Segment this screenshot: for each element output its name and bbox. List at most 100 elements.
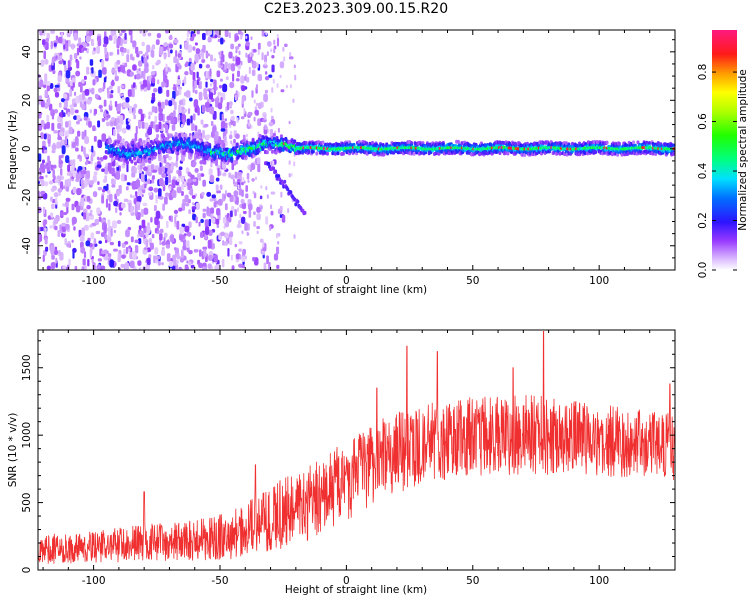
spectrogram-cell [216, 70, 221, 78]
spectrogram-cell [243, 97, 246, 101]
spectrogram-cell [213, 57, 217, 62]
spectrogram-cell [91, 87, 95, 95]
spectrogram-cell [248, 209, 252, 218]
spectrogram-cell [82, 43, 88, 47]
spectrogram-cell [131, 88, 135, 98]
spectrogram-cell [89, 248, 93, 258]
spectrogram-cell [273, 48, 276, 54]
spectrogram-cell [143, 207, 149, 215]
spectrogram-cell [250, 168, 253, 172]
spectrogram-cell [60, 117, 63, 126]
spectrogram-cell [257, 49, 260, 55]
spectrogram-cell [63, 102, 66, 108]
spectrogram-cell [71, 43, 75, 50]
spectrogram-cell [53, 42, 57, 47]
spectrogram-cell [168, 260, 174, 267]
spectrogram-cell [199, 160, 204, 165]
spectrogram-cell [210, 207, 215, 214]
spectrogram-cell [82, 258, 86, 266]
spectrogram-cell [194, 89, 198, 95]
spectrogram-cell [114, 101, 118, 108]
spectrogram-cell [184, 225, 190, 233]
spectrogram-cell [195, 216, 198, 224]
spectrogram-cell [179, 106, 182, 113]
spectrogram-cell [165, 176, 169, 186]
spectrogram-cell [131, 180, 137, 190]
spectrogram-cell [140, 173, 145, 183]
spectrogram-cell [136, 195, 142, 203]
spectrogram-cell [39, 167, 42, 176]
spectrogram-cell [102, 86, 105, 92]
spectrogram-cell [65, 201, 69, 208]
spectrogram-cell [121, 254, 126, 259]
spectrogram-cell [179, 226, 185, 234]
spectrogram-cell [59, 102, 62, 108]
spectrogram-cell [277, 233, 281, 237]
spectrogram-cell [276, 83, 279, 88]
spectrogram-cell [103, 249, 108, 255]
spectrogram-cell [183, 108, 188, 113]
spectrogram-cell [180, 249, 184, 257]
spectrogram-cell [65, 130, 69, 138]
spectrogram-cell [276, 232, 279, 239]
spectrogram-cell [183, 239, 186, 247]
spectrogram-cell [96, 156, 100, 161]
spectrogram-cell [117, 240, 121, 247]
spectrogram-cell [71, 141, 76, 149]
spectrogram-cell [199, 81, 202, 90]
spectrogram-cell [233, 190, 239, 197]
colorbar-tick-label: 0.0 [697, 262, 709, 279]
spectrogram-cell [194, 167, 199, 173]
spectrogram-cell [42, 39, 46, 46]
spectrogram-cell [98, 240, 102, 244]
spectrogram-cell [176, 255, 182, 260]
spectrogram-cell [190, 62, 195, 71]
spectrogram-cell [273, 39, 276, 45]
spectrogram-cell [170, 162, 174, 171]
spectrogram-cell [96, 35, 102, 42]
spectrogram-cell [86, 99, 92, 105]
y-tick-label: 1500 [21, 354, 33, 381]
spectrogram-cell [156, 230, 160, 235]
spectrogram-cell [134, 132, 138, 142]
spectrogram-cell [244, 75, 247, 81]
spectrogram-cell [113, 229, 117, 234]
spectrogram-cell [252, 190, 255, 195]
x-tick-label: 100 [589, 575, 609, 587]
spectrogram-cell [158, 154, 161, 162]
spectrogram-cell [265, 186, 268, 191]
spectrogram-cell [68, 120, 72, 128]
spectrogram-cell [192, 213, 197, 221]
spectrogram-cell [264, 124, 267, 131]
spectrogram-cell [258, 133, 262, 138]
spectrogram-cell [282, 46, 285, 52]
spectrogram-cell [257, 42, 261, 50]
spectrogram-cell [177, 53, 182, 58]
colorbar-tick-label: 0.8 [697, 64, 709, 81]
spectrogram-cell [265, 32, 268, 36]
spectrogram-cell [51, 112, 55, 120]
spectrogram-cell [304, 140, 308, 145]
snr-frame [37, 329, 676, 571]
spectrogram-cell [75, 70, 81, 77]
spectrogram-cell [246, 231, 249, 236]
spectrogram-cell [140, 141, 144, 146]
spectrogram-cell [217, 167, 220, 177]
spectrogram-cell [124, 174, 127, 181]
spectrogram-cell [245, 185, 248, 192]
spectrogram-cell [111, 79, 115, 87]
y-tick-label: 40 [21, 45, 33, 58]
spectrogram-cell [181, 202, 186, 211]
spectrogram-x-label: Height of straight line (km) [285, 284, 427, 296]
spectrogram-cell [205, 71, 208, 79]
spectrogram-cell [219, 51, 222, 59]
spectrogram-cell [261, 52, 264, 61]
spectrogram-cell [220, 56, 223, 66]
spectrogram-cell [68, 39, 71, 47]
spectrogram-cell [181, 223, 186, 228]
spectrogram-cell [230, 109, 234, 115]
spectrogram-cell [49, 225, 53, 229]
spectrogram-cell [226, 192, 232, 198]
spectrogram-cell [207, 263, 212, 270]
